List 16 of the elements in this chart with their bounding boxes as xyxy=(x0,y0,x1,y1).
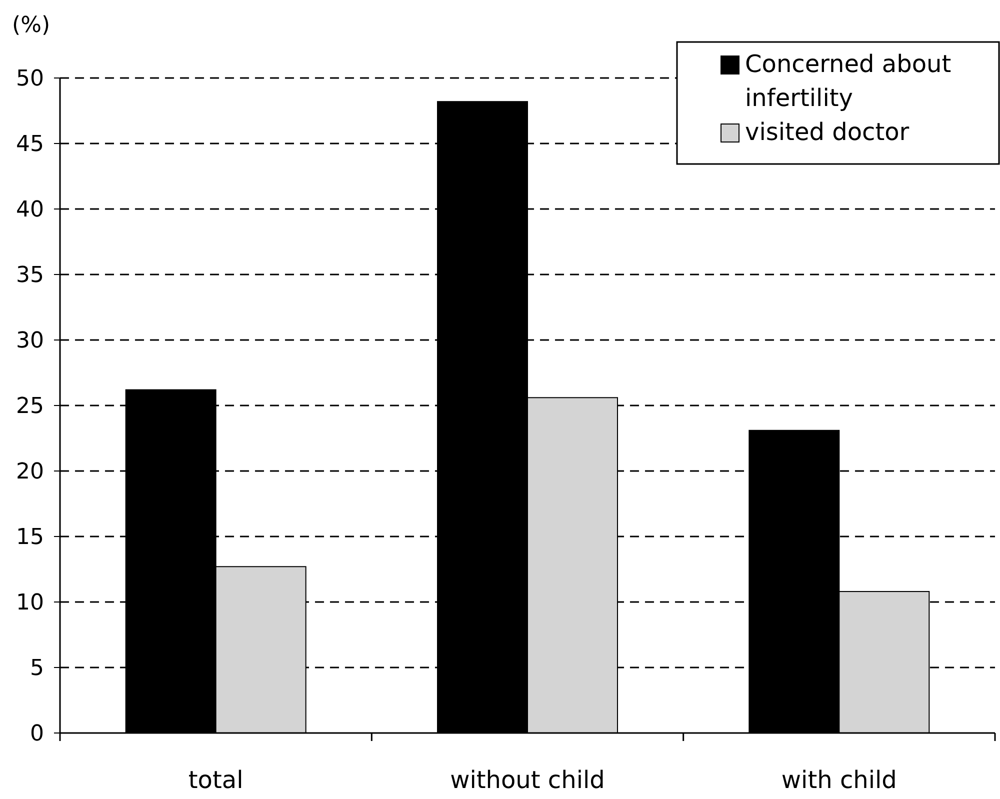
y-tick-label: 10 xyxy=(16,590,44,616)
y-axis-title: (%) xyxy=(12,13,50,38)
y-tick-label: 45 xyxy=(16,132,44,158)
y-tick-label: 15 xyxy=(16,525,44,550)
x-tick-label: with child xyxy=(781,766,897,794)
x-tick-label: total xyxy=(188,766,244,794)
y-tick-label: 50 xyxy=(16,66,44,92)
y-tick-label: 0 xyxy=(30,722,44,747)
legend-label: visited doctor xyxy=(745,118,910,146)
y-tick-label: 40 xyxy=(16,198,44,223)
y-tick-label: 25 xyxy=(16,394,44,420)
x-tick-label: without child xyxy=(450,766,605,794)
y-tick-label: 35 xyxy=(16,263,44,288)
y-tick-label: 30 xyxy=(16,328,44,354)
y-tick-label: 20 xyxy=(16,460,44,485)
y-tick-label: 5 xyxy=(30,656,44,682)
